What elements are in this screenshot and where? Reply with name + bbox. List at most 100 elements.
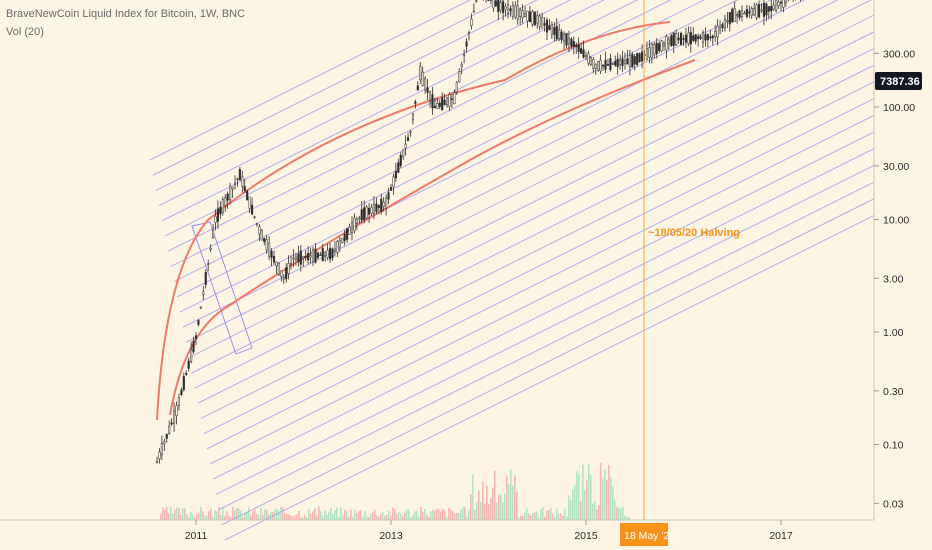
candle-body xyxy=(290,263,293,265)
volume-bar xyxy=(176,507,178,520)
candle-body xyxy=(207,263,210,265)
candle-body xyxy=(516,5,519,20)
volume-bar xyxy=(362,516,364,520)
volume-bar xyxy=(228,515,230,520)
volume-bar xyxy=(482,481,484,520)
volume-bar xyxy=(160,513,162,520)
candle-body xyxy=(360,209,363,221)
price-tick-label: 3.00 xyxy=(883,273,904,285)
last-price-value: 7387.36 xyxy=(880,76,920,88)
volume-bar xyxy=(460,510,462,520)
time-tick-label: 2017 xyxy=(769,530,793,542)
price-axis[interactable]: 110000.0030000.0010000.003000.001000.003… xyxy=(874,0,932,550)
volume-bar xyxy=(554,517,556,520)
volume-bar xyxy=(574,484,576,520)
candle-body xyxy=(204,271,207,285)
candle-body xyxy=(268,242,271,257)
volume-bar xyxy=(302,517,304,520)
volume-bar xyxy=(334,510,336,520)
volume-bar xyxy=(492,487,494,520)
volume-bar xyxy=(404,512,406,520)
volume-bar xyxy=(206,515,208,520)
candle-body xyxy=(280,270,283,277)
volume-bar xyxy=(562,515,564,520)
channel-line xyxy=(203,98,875,435)
volume-bar xyxy=(526,507,528,520)
volume-bar xyxy=(282,507,284,520)
volume-bar xyxy=(598,505,600,520)
candle-body xyxy=(580,48,583,54)
candle-body xyxy=(441,97,444,110)
candle-body xyxy=(567,38,570,44)
volume-bar xyxy=(230,517,232,520)
time-axis[interactable]: 2011 2013 2015 2017 xyxy=(185,520,793,542)
volume-bar xyxy=(232,506,234,520)
volume-bar xyxy=(614,500,616,520)
volume-bar xyxy=(532,513,534,520)
volume-bar xyxy=(470,494,472,520)
volume-bar xyxy=(438,509,440,520)
candle-body xyxy=(770,5,773,12)
candle-body xyxy=(677,37,680,41)
channel-line xyxy=(152,0,505,176)
volume-bar xyxy=(590,475,592,520)
candle-body xyxy=(163,441,166,445)
candle-body xyxy=(609,58,612,70)
candle-body xyxy=(653,44,656,56)
candle-body xyxy=(341,237,344,244)
volume-bar xyxy=(210,508,212,520)
candle-body xyxy=(297,253,300,262)
price-tick-label: 30.00 xyxy=(883,161,909,173)
upper-arc xyxy=(156,21,671,421)
volume-bar xyxy=(592,503,594,520)
price-tick-label: 0.03 xyxy=(883,498,904,510)
volume-bar xyxy=(196,514,198,520)
volume-bar xyxy=(242,516,244,520)
candle-body xyxy=(492,0,495,9)
volume-bar xyxy=(440,512,442,520)
volume-bar xyxy=(222,506,224,520)
candle-body xyxy=(448,94,451,107)
candle-body xyxy=(704,34,707,41)
candle-body xyxy=(594,63,597,69)
candle-body xyxy=(182,376,185,390)
volume-bar xyxy=(328,511,330,520)
candle-body xyxy=(265,239,268,251)
candle-body xyxy=(748,11,751,14)
candle-body xyxy=(524,13,527,17)
volume-bar xyxy=(250,515,252,520)
volume-bars xyxy=(160,463,630,520)
volume-bar xyxy=(580,501,582,520)
candle-body xyxy=(721,24,724,29)
volume-bar xyxy=(596,509,598,520)
halving-annotation: ~18/05/20 Halving xyxy=(648,227,740,239)
candle-body xyxy=(380,198,383,212)
candle-body xyxy=(309,255,312,258)
candle-body xyxy=(231,187,234,190)
volume-bar xyxy=(178,507,180,520)
volume-bar xyxy=(234,510,236,520)
volume-bar xyxy=(490,498,492,520)
candle-body xyxy=(660,40,663,52)
volume-bar xyxy=(316,515,318,520)
candle-body xyxy=(185,373,188,375)
channel-line xyxy=(176,0,772,298)
volume-bar xyxy=(252,510,254,520)
candle-body xyxy=(467,32,471,34)
volume-bar xyxy=(578,473,580,520)
candle-body xyxy=(385,197,388,209)
candle-body xyxy=(302,256,305,259)
volume-bar xyxy=(410,517,412,520)
volume-bar xyxy=(604,469,606,520)
candle-body xyxy=(779,1,783,4)
volume-bar xyxy=(588,463,590,520)
candle-body xyxy=(241,176,244,187)
volume-bar xyxy=(398,511,400,520)
volume-bar xyxy=(286,514,288,520)
candle-body xyxy=(165,433,168,439)
channel-line xyxy=(209,131,875,465)
candle-body xyxy=(446,97,449,106)
volume-bar xyxy=(190,511,192,520)
volume-bar xyxy=(310,513,312,520)
